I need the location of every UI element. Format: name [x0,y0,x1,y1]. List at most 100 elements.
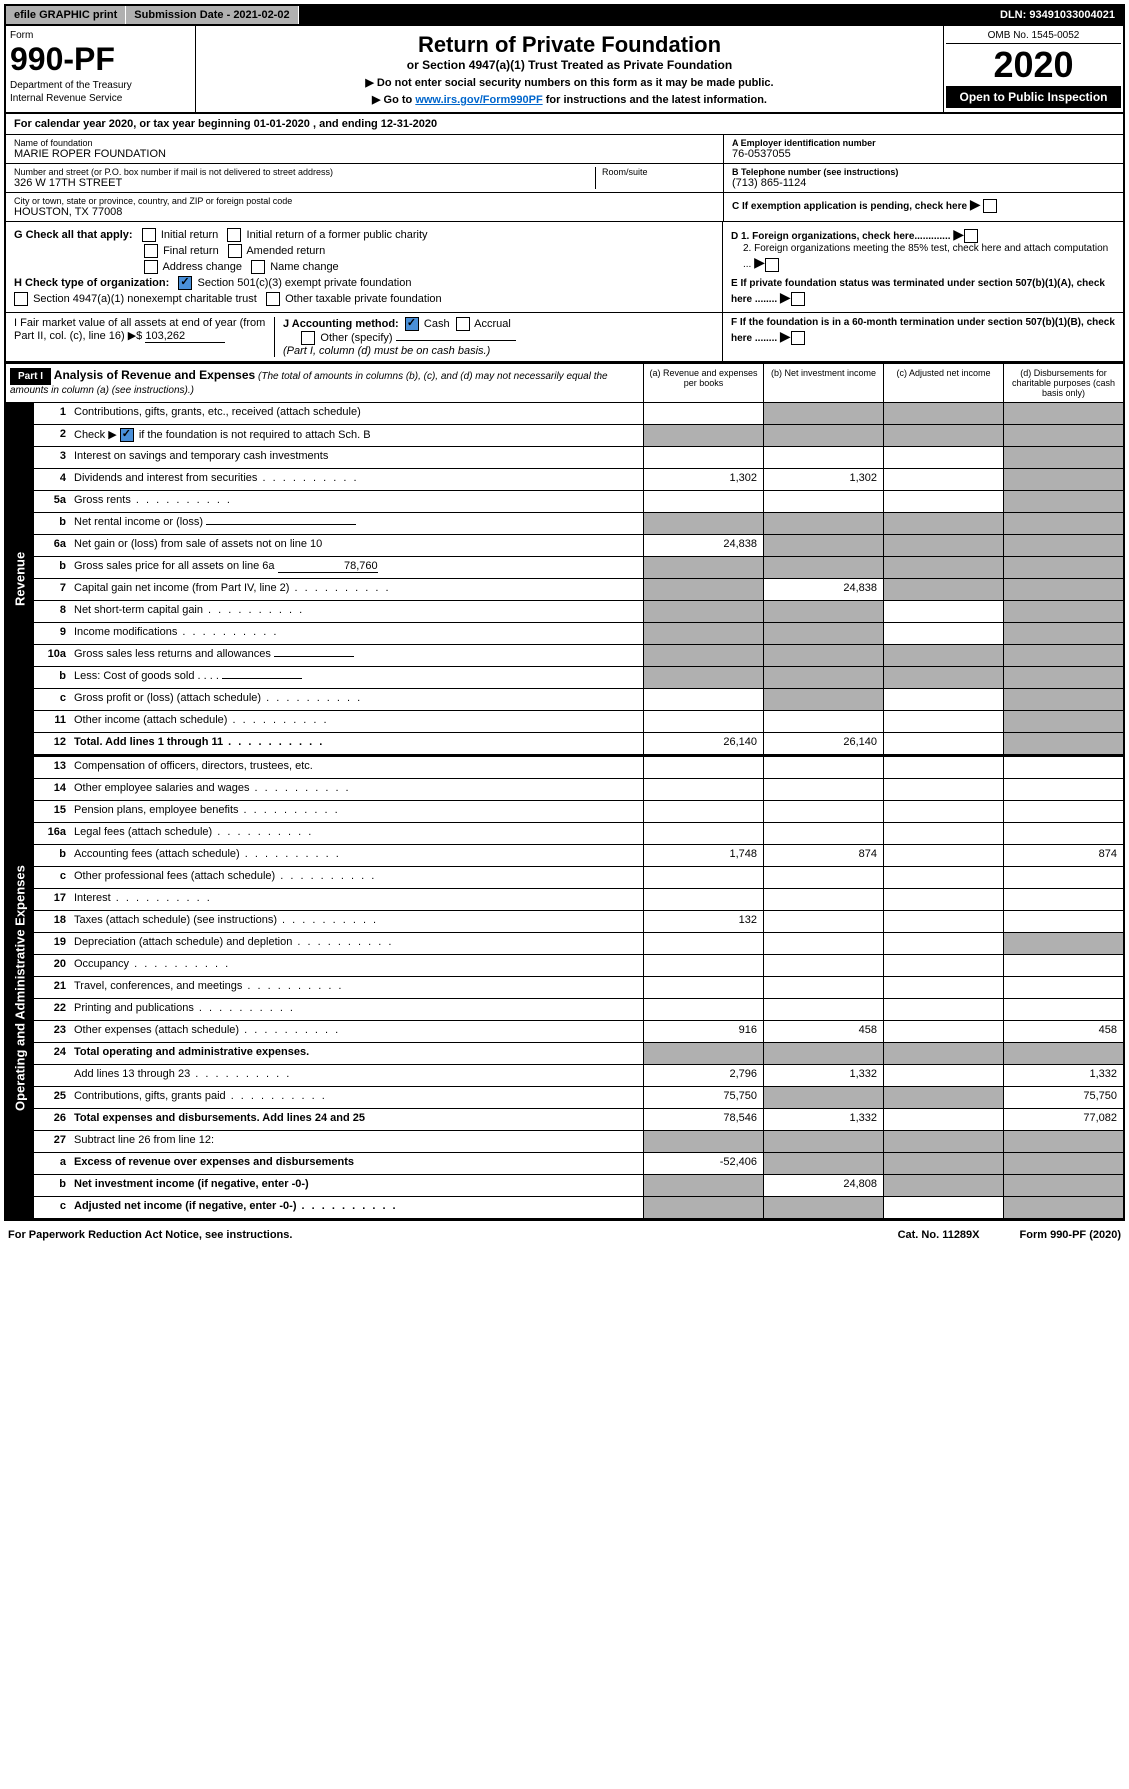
info-right: A Employer identification number 76-0537… [723,135,1123,221]
part1-label: Part I [10,368,51,385]
table-row: 4Dividends and interest from securities1… [34,469,1123,491]
cell-d [1003,823,1123,844]
title-box: Return of Private Foundation or Section … [196,26,943,112]
cell-c [883,623,1003,644]
r10b-blank [222,678,302,679]
row-num: 10a [34,645,70,666]
foundation-name-cell: Name of foundation MARIE ROPER FOUNDATIO… [6,135,723,164]
table-row: 6aNet gain or (loss) from sale of assets… [34,535,1123,557]
row-num: 14 [34,779,70,800]
4947-checkbox[interactable] [14,292,28,306]
cell-b [763,513,883,534]
row-num: b [34,513,70,534]
cell-c [883,779,1003,800]
amended-checkbox[interactable] [228,244,242,258]
table-row: aExcess of revenue over expenses and dis… [34,1153,1123,1175]
form-number-box: Form 990-PF Department of the Treasury I… [6,26,196,112]
j-box: J Accounting method: Cash Accrual Other … [274,317,714,357]
f-checkbox[interactable] [791,331,805,345]
cell-b [763,491,883,512]
irs-link[interactable]: www.irs.gov/Form990PF [415,94,542,106]
cell-d [1003,447,1123,468]
other-specify [396,340,516,341]
name-change-checkbox[interactable] [251,260,265,274]
row-num: 19 [34,933,70,954]
cell-a [643,513,763,534]
addr-change-checkbox[interactable] [144,260,158,274]
other-method-checkbox[interactable] [301,331,315,345]
row-desc: Legal fees (attach schedule) [70,823,643,844]
cell-d: 75,750 [1003,1087,1123,1108]
501c3-checkbox[interactable] [178,276,192,290]
cell-a: -52,406 [643,1153,763,1174]
cell-d: 874 [1003,845,1123,866]
table-row: bLess: Cost of goods sold . . . . [34,667,1123,689]
cell-a: 132 [643,911,763,932]
cell-a [643,491,763,512]
row-num: 27 [34,1131,70,1152]
table-row: cAdjusted net income (if negative, enter… [34,1197,1123,1219]
row-desc: Net investment income (if negative, ente… [70,1175,643,1196]
cell-a [643,889,763,910]
cell-d: 1,332 [1003,1065,1123,1086]
cell-d [1003,711,1123,732]
cell-a [643,711,763,732]
cell-b [763,911,883,932]
row-desc: Interest [70,889,643,910]
name-change-label: Name change [270,261,339,273]
cell-d [1003,867,1123,888]
schb-checkbox[interactable] [120,428,134,442]
cell-a: 75,750 [643,1087,763,1108]
accrual-checkbox[interactable] [456,317,470,331]
g-line: G Check all that apply: Initial return I… [14,228,714,242]
arrow-icon: ▶ [754,254,765,270]
col-d-header: (d) Disbursements for charitable purpose… [1003,364,1123,402]
row-num: 11 [34,711,70,732]
other-method-label: Other (specify) [320,332,392,344]
cell-a: 24,838 [643,535,763,556]
cell-d [1003,1197,1123,1218]
address-cell: Number and street (or P.O. box number if… [6,164,723,193]
city-label: City or town, state or province, country… [14,196,715,206]
table-row: 3Interest on savings and temporary cash … [34,447,1123,469]
table-row: 1Contributions, gifts, grants, etc., rec… [34,403,1123,425]
initial-former-checkbox[interactable] [227,228,241,242]
final-return-checkbox[interactable] [144,244,158,258]
other-taxable-checkbox[interactable] [266,292,280,306]
cell-c [883,425,1003,446]
d2-checkbox[interactable] [765,258,779,272]
cell-d [1003,601,1123,622]
cell-a [643,601,763,622]
part1-title: Analysis of Revenue and Expenses [54,368,255,382]
row-num: c [34,689,70,710]
row-desc: Pension plans, employee benefits [70,801,643,822]
revenue-rows: 1Contributions, gifts, grants, etc., rec… [34,403,1123,755]
r10a-label: Gross sales less returns and allowances [74,648,271,660]
cell-c [883,689,1003,710]
c-checkbox[interactable] [983,199,997,213]
cell-d [1003,469,1123,490]
cell-d [1003,645,1123,666]
cell-d [1003,889,1123,910]
e-checkbox[interactable] [791,292,805,306]
cell-b: 1,302 [763,469,883,490]
initial-return-checkbox[interactable] [142,228,156,242]
g-label: G Check all that apply: [14,229,133,241]
row-num: 8 [34,601,70,622]
table-row: 10a Gross sales less returns and allowanc… [34,645,1123,667]
calendar-year: For calendar year 2020, or tax year begi… [6,114,1123,135]
table-row: cGross profit or (loss) (attach schedule… [34,689,1123,711]
r10a-blank [274,656,354,657]
i-label: I Fair market value of all assets at end… [14,317,265,342]
cell-c [883,1065,1003,1086]
d1-checkbox[interactable] [964,229,978,243]
cash-checkbox[interactable] [405,317,419,331]
row-num: 2 [34,425,70,446]
row-desc: Gross profit or (loss) (attach schedule) [70,689,643,710]
row-num: 18 [34,911,70,932]
cell-d [1003,623,1123,644]
e-line: E If private foundation status was termi… [731,278,1115,306]
cell-c [883,977,1003,998]
r10b-label: Less: Cost of goods sold [74,670,194,682]
cell-c [883,601,1003,622]
